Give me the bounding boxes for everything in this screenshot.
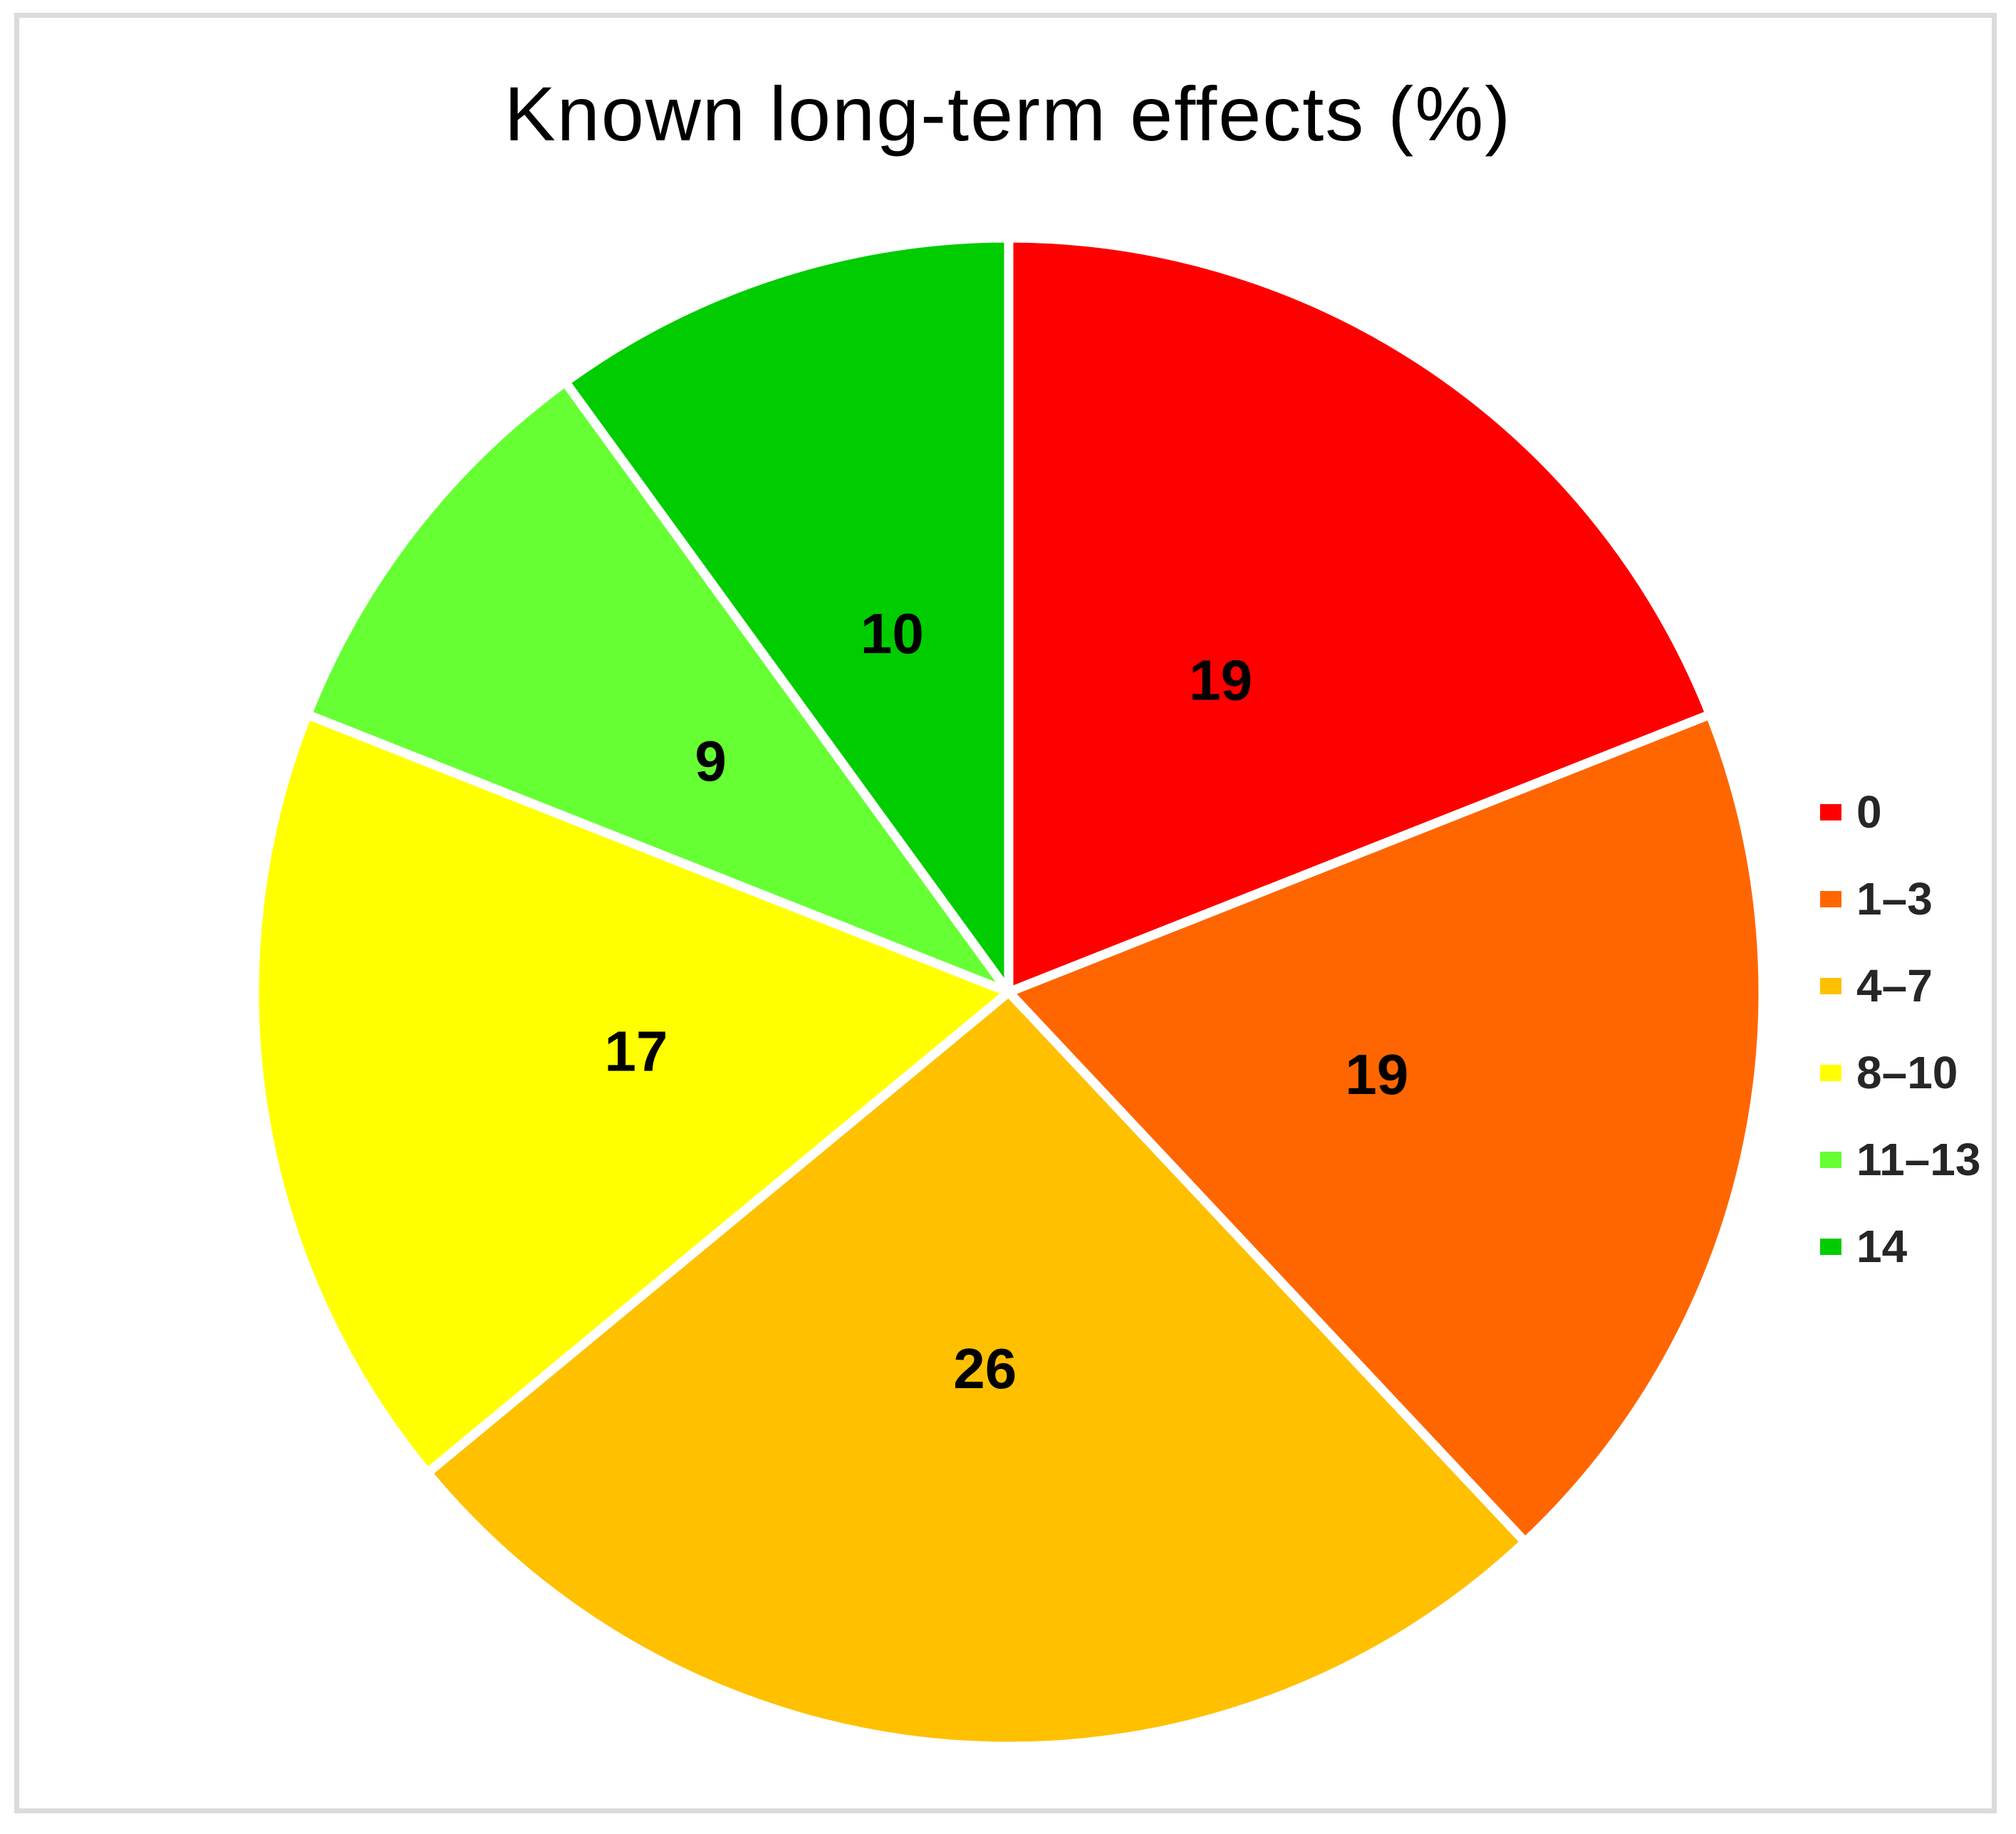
slice-value-label: 17 [605,1019,668,1083]
legend-swatch [1820,1238,1841,1255]
legend-label: 8–10 [1856,1047,1958,1098]
legend-swatch [1820,1151,1841,1168]
legend-item: 8–10 [1820,1029,1980,1116]
legend-swatch [1820,803,1841,820]
slice-value-label: 26 [953,1337,1017,1400]
legend-label: 0 [1856,786,1882,838]
legend-label: 1–3 [1856,873,1933,924]
chart-title: Known long-term effects (%) [504,71,1512,157]
pie-slice-14 [561,233,1014,997]
legend-label: 11–13 [1856,1134,1981,1185]
pie-slice-11–13 [302,377,1014,997]
slice-value-label: 19 [1189,649,1252,712]
legend-item: 0 [1820,768,1980,855]
slice-value-label: 10 [861,602,924,665]
slice-value-label: 9 [695,729,727,793]
slice-value-label: 19 [1345,1043,1408,1106]
legend-swatch [1820,977,1841,994]
legend-item: 4–7 [1820,942,1980,1029]
legend-item: 11–13 [1820,1116,1980,1203]
legend: 0 1–3 4–7 8–10 11–13 14 [1820,768,1980,1290]
legend-label: 4–7 [1856,960,1933,1011]
legend-item: 1–3 [1820,855,1980,942]
legend-swatch [1820,890,1841,907]
pie-slice-0 [1004,233,1715,997]
pie-slice-8–10 [249,709,1014,1478]
pie-slice-4–7 [422,987,1530,1751]
pie-slice-1–3 [1004,709,1768,1547]
legend-swatch [1820,1064,1841,1081]
legend-label: 14 [1856,1221,1908,1272]
legend-item: 14 [1820,1203,1980,1290]
